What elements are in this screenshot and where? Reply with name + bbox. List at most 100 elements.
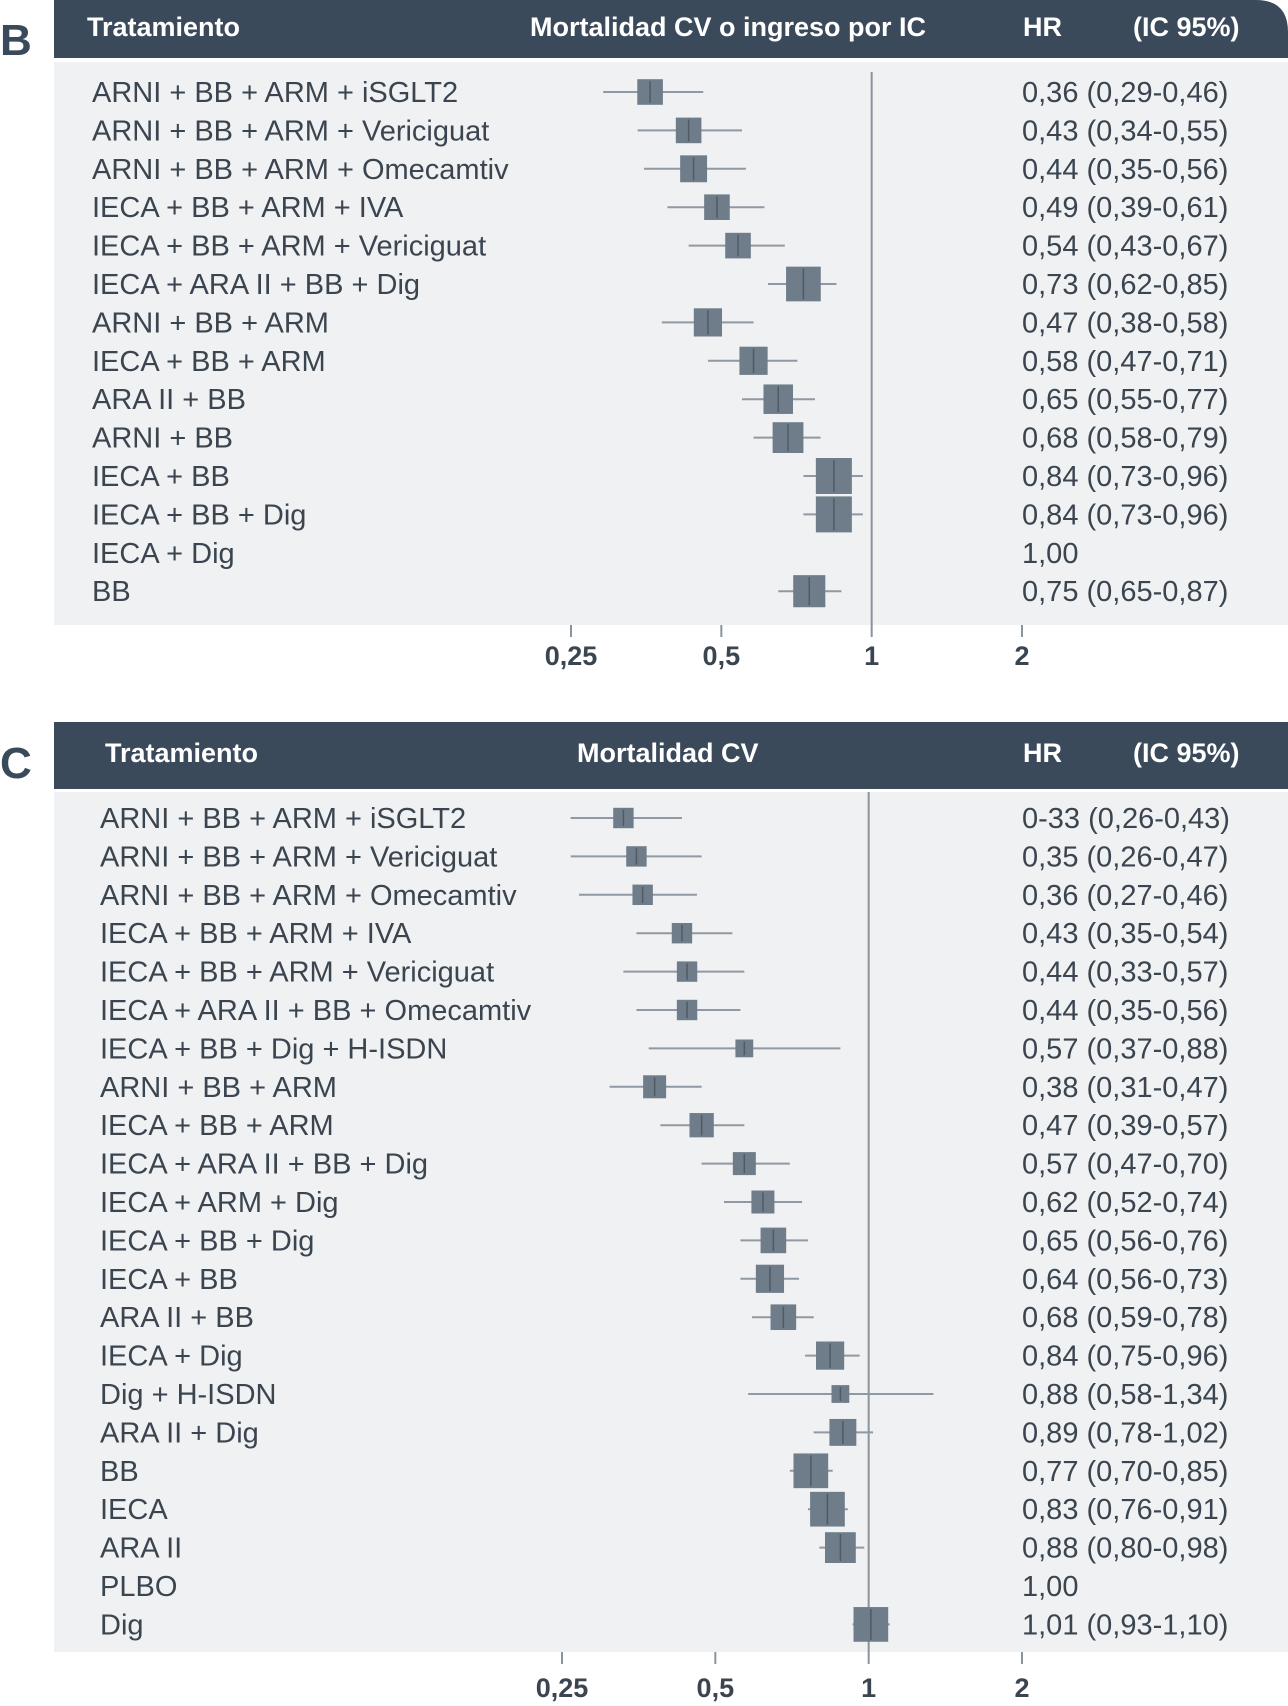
row-hr-ci: 0,43 (0,35-0,54) xyxy=(1022,918,1228,950)
row-hr-ci: 0,84 (0,75-0,96) xyxy=(1022,1341,1228,1373)
panel-letter: B xyxy=(0,16,32,65)
header-outcome: Mortalidad CV xyxy=(577,738,759,768)
row-hr-ci: 1,00 xyxy=(1022,1571,1078,1603)
forest-row: IECA + BB + ARM + IVA 0,43 (0,35-0,54) xyxy=(100,918,1228,950)
panel-background xyxy=(54,792,1288,1652)
row-hr-ci: 0,84 (0,73-0,96) xyxy=(1022,499,1228,531)
forest-row: IECA + BB + Dig 0,65 (0,56-0,76) xyxy=(100,1225,1228,1257)
row-hr-ci: 0,44 (0,35-0,56) xyxy=(1022,154,1228,186)
forest-row: IECA 0,83 (0,76-0,91) xyxy=(100,1491,1228,1527)
header-bar xyxy=(54,722,1288,789)
row-label: ARNI + BB + ARM + iSGLT2 xyxy=(100,803,466,835)
x-tick-label: 0,5 xyxy=(703,641,741,671)
row-hr-ci: 0,43 (0,34-0,55) xyxy=(1022,115,1228,147)
forest-row: ARNI + BB + ARM + Vericiguat 0,35 (0,26-0… xyxy=(100,841,1228,873)
row-label: IECA + BB + ARM + IVA xyxy=(92,192,404,224)
forest-row: IECA + BB 0,64 (0,56-0,73) xyxy=(100,1264,1228,1296)
row-hr-ci: 0-33 (0,26-0,43) xyxy=(1022,803,1230,835)
row-hr-ci: 0,88 (0,80-0,98) xyxy=(1022,1533,1228,1565)
row-label: ARNI + BB + ARM xyxy=(100,1072,337,1104)
row-label: IECA + BB + Dig + H-ISDN xyxy=(100,1033,447,1065)
row-label: ARNI + BB + ARM + iSGLT2 xyxy=(92,77,458,109)
row-label: Dig + H-ISDN xyxy=(100,1379,276,1411)
forest-row: ARA II 0,88 (0,80-0,98) xyxy=(100,1532,1228,1565)
forest-row: IECA + ARA II + BB + Dig 0,57 (0,47-0,70) xyxy=(100,1149,1228,1181)
row-hr-ci: 0,68 (0,58-0,79) xyxy=(1022,423,1228,455)
row-label: IECA + ARA II + BB + Omecamtiv xyxy=(100,995,532,1027)
row-hr-ci: 0,57 (0,47-0,70) xyxy=(1022,1149,1228,1181)
forest-row: IECA + BB + Dig 0,84 (0,73-0,96) xyxy=(92,496,1228,533)
row-hr-ci: 0,89 (0,78-1,02) xyxy=(1022,1417,1228,1449)
row-label: ARA II + BB xyxy=(100,1302,254,1334)
row-label: Dig xyxy=(100,1609,144,1641)
forest-row: Dig + H-ISDN 0,88 (0,58-1,34) xyxy=(100,1379,1228,1411)
row-hr-ci: 0,35 (0,26-0,47) xyxy=(1022,841,1228,873)
row-label: IECA + BB + ARM + Vericiguat xyxy=(100,957,494,989)
row-label: ARA II + Dig xyxy=(100,1417,259,1449)
row-label: IECA + BB + ARM xyxy=(100,1110,334,1142)
row-label: PLBO xyxy=(100,1571,177,1603)
forest-row: ARA II + Dig 0,89 (0,78-1,02) xyxy=(100,1417,1228,1449)
row-label: IECA + BB + ARM + Vericiguat xyxy=(92,231,486,263)
forest-row: IECA + BB 0,84 (0,73-0,96) xyxy=(92,458,1228,494)
header-bar xyxy=(54,0,1288,58)
row-label: IECA + ARA II + BB + Dig xyxy=(100,1149,428,1181)
row-hr-ci: 0,47 (0,39-0,57) xyxy=(1022,1110,1228,1142)
forest-row: ARNI + BB + ARM + Vericiguat 0,43 (0,34-0… xyxy=(92,115,1228,147)
row-label: IECA + ARM + Dig xyxy=(100,1187,339,1219)
forest-row: ARNI + BB + ARM + iSGLT2 0-33 (0,26-0,43) xyxy=(100,803,1230,835)
row-label: IECA + BB + Dig xyxy=(92,499,306,531)
row-hr-ci: 0,65 (0,55-0,77) xyxy=(1022,384,1228,416)
row-hr-ci: 0,44 (0,35-0,56) xyxy=(1022,995,1228,1027)
forest-row: IECA + BB + Dig + H-ISDN 0,57 (0,37-0,88) xyxy=(100,1033,1228,1065)
row-label: ARNI + BB + ARM + Omecamtiv xyxy=(92,154,509,186)
header-ci: (IC 95%) xyxy=(1133,738,1240,768)
row-hr-ci: 0,62 (0,52-0,74) xyxy=(1022,1187,1228,1219)
row-label: IECA + BB + ARM xyxy=(92,346,326,378)
row-label: IECA + ARA II + BB + Dig xyxy=(92,269,420,301)
forest-row: ARA II + BB 0,68 (0,59-0,78) xyxy=(100,1302,1228,1334)
header-outcome: Mortalidad CV o ingreso por IC xyxy=(530,12,926,42)
row-hr-ci: 0,38 (0,31-0,47) xyxy=(1022,1072,1228,1104)
x-tick-label: 1 xyxy=(864,641,879,671)
forest-row: ARNI + BB + ARM + Omecamtiv 0,44 (0,35-0,… xyxy=(92,154,1228,186)
forest-row: IECA + BB + ARM + Vericiguat 0,44 (0,33-0… xyxy=(100,957,1228,989)
forest-row: BB 0,75 (0,65-0,87) xyxy=(92,575,1228,608)
row-hr-ci: 0,75 (0,65-0,87) xyxy=(1022,576,1228,608)
forest-row: IECA + BB + ARM + Vericiguat 0,54 (0,43-0… xyxy=(92,231,1228,263)
row-label: ARNI + BB + ARM xyxy=(92,307,329,339)
row-hr-ci: 0,84 (0,73-0,96) xyxy=(1022,461,1228,493)
forest-row: ARA II + BB 0,65 (0,55-0,77) xyxy=(92,384,1228,416)
row-hr-ci: 0,36 (0,27-0,46) xyxy=(1022,880,1228,912)
forest-row: IECA + BB + ARM 0,58 (0,47-0,71) xyxy=(92,346,1228,378)
forest-row: IECA + ARA II + BB + Dig 0,73 (0,62-0,85) xyxy=(92,266,1228,302)
forest-row: ARNI + BB 0,68 (0,58-0,79) xyxy=(92,422,1228,455)
row-hr-ci: 0,54 (0,43-0,67) xyxy=(1022,231,1228,263)
x-tick-label: 0,5 xyxy=(697,1673,735,1703)
forest-panel-c: C Tratamiento Mortalidad CV HR (IC 95%) 0,25 0… xyxy=(0,722,1288,1703)
x-tick-label: 1 xyxy=(861,1673,876,1703)
forest-row: IECA + Dig 0,84 (0,75-0,96) xyxy=(100,1341,1228,1373)
forest-row: IECA + BB + ARM 0,47 (0,39-0,57) xyxy=(100,1110,1228,1142)
row-label: ARNI + BB + ARM + Vericiguat xyxy=(100,841,497,873)
row-hr-ci: 0,36 (0,29-0,46) xyxy=(1022,77,1228,109)
forest-row: ARNI + BB + ARM 0,47 (0,38-0,58) xyxy=(92,307,1228,339)
row-hr-ci: 0,58 (0,47-0,71) xyxy=(1022,346,1228,378)
forest-row: ARNI + BB + ARM + iSGLT2 0,36 (0,29-0,46) xyxy=(92,77,1228,109)
row-hr-ci: 0,68 (0,59-0,78) xyxy=(1022,1302,1228,1334)
panel-background xyxy=(54,62,1288,625)
row-hr-ci: 1,00 xyxy=(1022,538,1078,570)
row-label: IECA + Dig xyxy=(100,1341,243,1373)
row-hr-ci: 0,77 (0,70-0,85) xyxy=(1022,1456,1228,1488)
forest-row: Dig 1,01 (0,93-1,10) xyxy=(100,1607,1228,1642)
x-tick-label: 2 xyxy=(1014,1673,1029,1703)
forest-row: ARNI + BB + ARM + Omecamtiv 0,36 (0,27-0,… xyxy=(100,880,1228,912)
row-hr-ci: 0,65 (0,56-0,76) xyxy=(1022,1225,1228,1257)
x-tick-label: 0,25 xyxy=(545,641,598,671)
forest-row: BB 0,77 (0,70-0,85) xyxy=(100,1453,1228,1489)
forest-row: IECA + Dig 1,00 xyxy=(92,538,1078,570)
row-hr-ci: 0,47 (0,38-0,58) xyxy=(1022,307,1228,339)
row-label: ARNI + BB + ARM + Vericiguat xyxy=(92,115,489,147)
row-label: IECA + BB xyxy=(92,461,230,493)
row-label: IECA + BB + Dig xyxy=(100,1225,314,1257)
